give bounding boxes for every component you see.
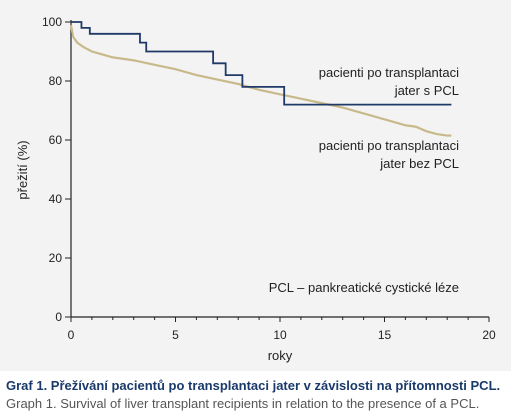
survival-chart: 0 5 10 15 20 0 20 40 60 80 100 roky přežití (%) pa… [15,15,496,363]
series-line-bez-pcl [69,24,452,137]
y-tick-label: 0 [55,310,62,324]
x-tick-label: 5 [172,328,179,342]
x-tick-label: 15 [378,328,392,342]
series-layer [69,21,452,137]
label-bez-pcl-line2: jater bez PCL [379,156,459,171]
pcl-note: PCL – pankreatické cystické léze [269,280,459,295]
x-tick-label: 10 [273,328,287,342]
y-axis-title: přežití (%) [15,140,30,199]
y-tick-label: 20 [49,251,63,265]
y-tick-label: 100 [42,15,62,29]
x-axis-title: roky [268,348,293,363]
series-line-s-pcl [71,21,452,106]
y-tick-label: 60 [49,133,63,147]
y-tick-label: 80 [49,74,63,88]
label-s-pcl-line2: jater s PCL [394,83,459,98]
chart-panel: 0 5 10 15 20 0 20 40 60 80 100 roky přežití (%) pa… [0,0,511,371]
figure-caption-czech: Graf 1. Přežívání pacientů po transplant… [6,378,501,393]
label-bez-pcl-line1: pacienti po transplantaci [319,138,459,153]
label-s-pcl-line1: pacienti po transplantaci [319,65,459,80]
chart-axes: 0 5 10 15 20 0 20 40 60 80 100 [42,15,496,342]
y-tick-label: 40 [49,192,63,206]
figure-caption-english: Graph 1. Survival of liver transplant re… [6,396,480,411]
x-tick-label: 0 [68,328,75,342]
x-tick-label: 20 [482,328,496,342]
